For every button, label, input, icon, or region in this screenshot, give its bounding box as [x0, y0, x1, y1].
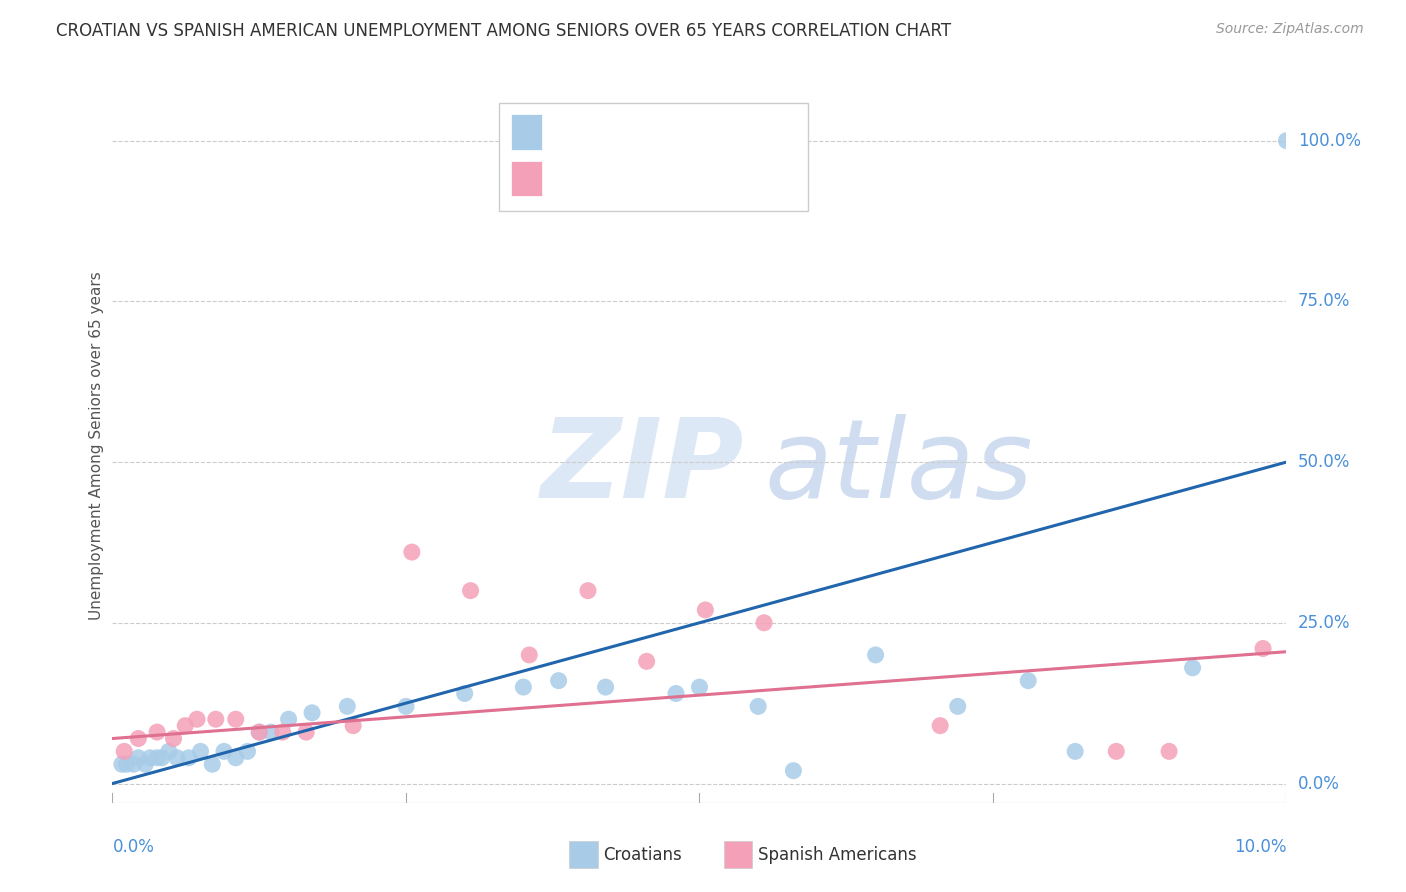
Point [1105, 744, 1128, 758]
Point [277, 712, 299, 726]
Point [1064, 744, 1087, 758]
Point [665, 686, 688, 700]
Text: 100.0%: 100.0% [1298, 132, 1361, 150]
Point [127, 731, 149, 746]
Point [547, 673, 569, 688]
Text: 0.610: 0.610 [593, 123, 650, 141]
Point [201, 757, 224, 772]
Point [260, 725, 283, 739]
Point [946, 699, 969, 714]
Point [111, 757, 134, 772]
Point [342, 719, 364, 733]
Point [247, 725, 270, 739]
Point [150, 751, 173, 765]
Text: R =: R = [554, 123, 592, 141]
Point [636, 654, 658, 668]
Point [247, 725, 270, 739]
Point [782, 764, 804, 778]
Point [1159, 744, 1181, 758]
Point [204, 712, 226, 726]
Point [865, 648, 887, 662]
Point [695, 603, 717, 617]
Point [177, 751, 200, 765]
Text: 36: 36 [695, 123, 720, 141]
Text: Spanish Americans: Spanish Americans [758, 846, 917, 863]
Point [139, 751, 162, 765]
Point [576, 583, 599, 598]
Text: 23: 23 [695, 169, 720, 187]
Point [1181, 661, 1204, 675]
Point [460, 583, 482, 598]
Point [395, 699, 418, 714]
Point [301, 706, 323, 720]
Text: 0.0%: 0.0% [1298, 774, 1340, 792]
Point [225, 751, 247, 765]
Text: CROATIAN VS SPANISH AMERICAN UNEMPLOYMENT AMONG SENIORS OVER 65 YEARS CORRELATIO: CROATIAN VS SPANISH AMERICAN UNEMPLOYMEN… [56, 22, 952, 40]
Point [112, 744, 135, 758]
Point [115, 757, 138, 772]
Text: atlas: atlas [763, 414, 1032, 521]
Point [929, 719, 952, 733]
Text: N =: N = [655, 123, 695, 141]
Point [162, 731, 184, 746]
Point [190, 744, 212, 758]
Point [517, 648, 540, 662]
Point [1275, 134, 1298, 148]
Point [127, 751, 149, 765]
Point [166, 751, 188, 765]
Point [212, 744, 235, 758]
Point [236, 744, 259, 758]
Point [186, 712, 208, 726]
Point [174, 719, 197, 733]
Text: ZIP: ZIP [541, 414, 745, 521]
Point [336, 699, 359, 714]
Point [146, 751, 169, 765]
Point [295, 725, 318, 739]
Text: 25.0%: 25.0% [1298, 614, 1350, 632]
Point [225, 712, 247, 726]
Point [747, 699, 769, 714]
Point [146, 725, 169, 739]
Text: 10.0%: 10.0% [1234, 838, 1286, 856]
Text: 0.0%: 0.0% [112, 838, 155, 856]
Point [453, 686, 475, 700]
Point [134, 757, 156, 772]
Point [157, 744, 180, 758]
Text: N =: N = [655, 169, 695, 187]
Text: 50.0%: 50.0% [1298, 453, 1350, 471]
Point [401, 545, 423, 559]
Point [512, 680, 534, 694]
Point [271, 725, 294, 739]
Text: 0.264: 0.264 [593, 169, 650, 187]
Text: R =: R = [554, 169, 592, 187]
Point [688, 680, 710, 694]
Text: 75.0%: 75.0% [1298, 293, 1350, 310]
Point [1017, 673, 1039, 688]
Text: Croatians: Croatians [603, 846, 682, 863]
Point [752, 615, 775, 630]
Point [1251, 641, 1274, 656]
Y-axis label: Unemployment Among Seniors over 65 years: Unemployment Among Seniors over 65 years [89, 272, 104, 620]
Text: Source: ZipAtlas.com: Source: ZipAtlas.com [1216, 22, 1364, 37]
Point [595, 680, 617, 694]
Point [122, 757, 145, 772]
